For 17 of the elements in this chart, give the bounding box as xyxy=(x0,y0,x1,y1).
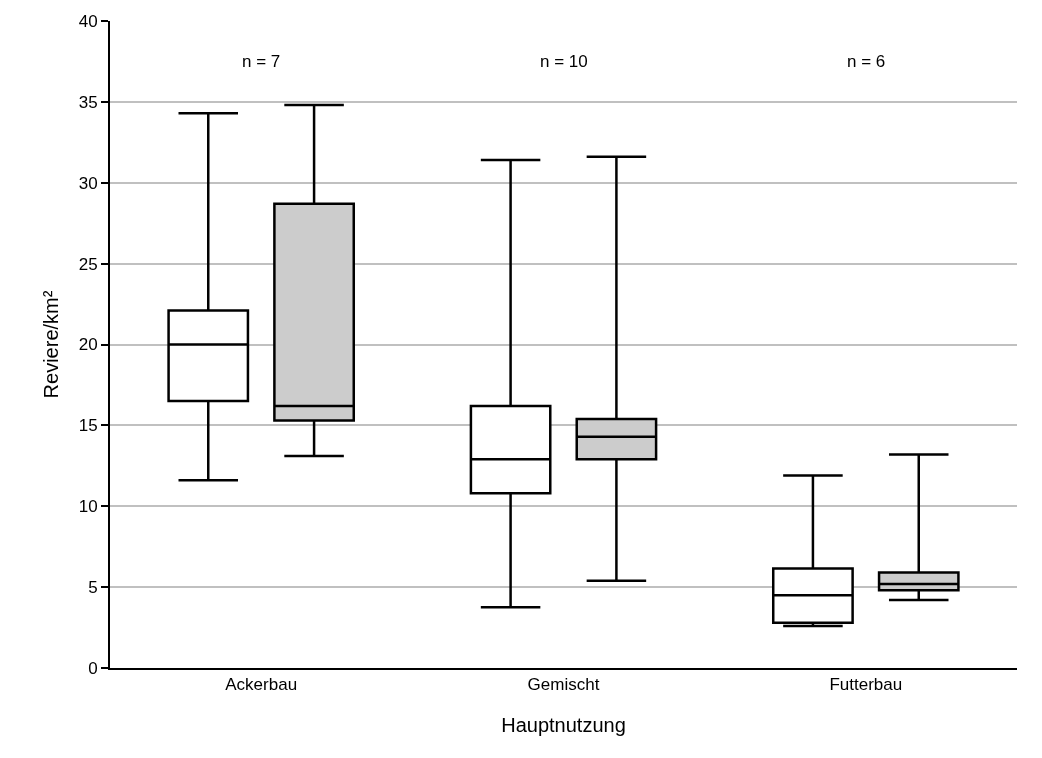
annotation: n = 6 xyxy=(847,52,886,71)
x-tick-label: Ackerbau xyxy=(225,675,298,695)
y-tick-label: 5 xyxy=(88,578,98,598)
y-tick-label: 20 xyxy=(78,335,98,355)
y-tick-label: 35 xyxy=(78,92,98,112)
x-axis-title: Hauptnutzung xyxy=(501,714,626,737)
y-tick-label: 10 xyxy=(78,497,98,517)
x-tick-label: Gemischt xyxy=(527,675,600,695)
y-tick-label: 25 xyxy=(78,254,98,274)
y-axis-title: Reviere/km² xyxy=(39,290,62,399)
annotation: n = 10 xyxy=(540,52,588,71)
y-tick-label: 15 xyxy=(78,416,98,436)
x-tick-label: Futterbau xyxy=(829,675,903,695)
y-tick-label: 0 xyxy=(88,658,98,678)
annotation: n = 7 xyxy=(242,52,281,71)
y-tick-label: 40 xyxy=(78,11,98,31)
y-tick-label: 30 xyxy=(78,173,98,193)
